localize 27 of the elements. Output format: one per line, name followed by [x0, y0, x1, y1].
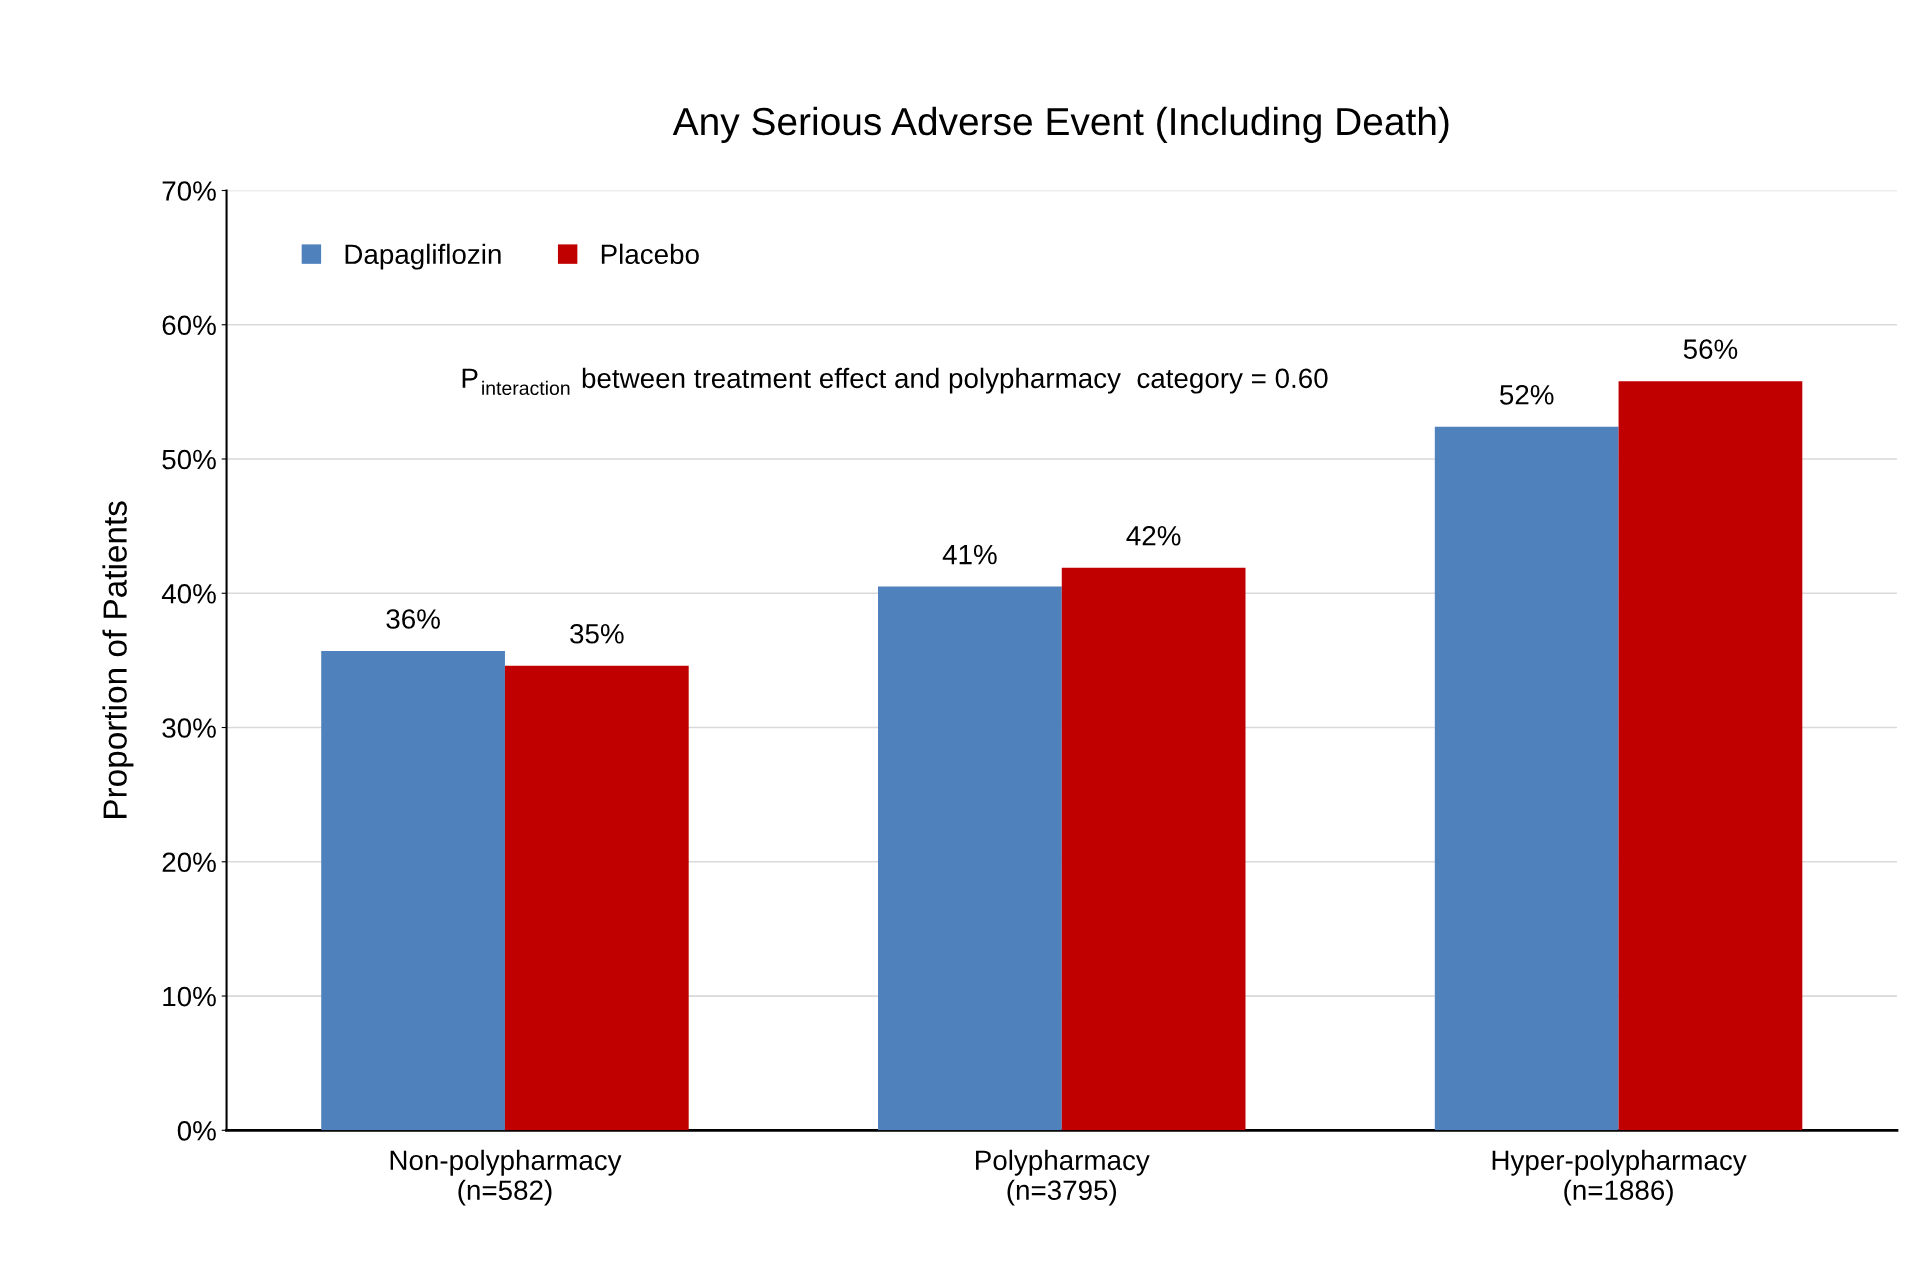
y-tick-label: 50%	[162, 449, 216, 470]
data-label: 56%	[1683, 339, 1738, 359]
data-label: 41%	[942, 544, 997, 565]
y-tick-label: 40%	[161, 583, 216, 604]
bar	[321, 651, 505, 1131]
bar	[878, 586, 1062, 1131]
bar	[1061, 567, 1246, 1131]
y-tick-label: 0%	[177, 1120, 216, 1141]
bar	[504, 665, 689, 1131]
legend-label: Placebo	[601, 243, 699, 265]
x-tick-label: Polypharmacy (n=3795)	[976, 1149, 1150, 1206]
data-label: 35%	[570, 623, 624, 644]
bar	[1434, 426, 1619, 1131]
data-label: 42%	[1126, 525, 1181, 546]
bar	[1618, 381, 1803, 1131]
x-tick-label: Hyper-polypharmacy (n=1886)	[1492, 1149, 1747, 1206]
y-axis-title: Proportion of Patients	[102, 501, 134, 818]
y-tick-label: 30%	[162, 718, 216, 738]
data-label: 52%	[1500, 384, 1554, 405]
chart-title: Any Serious Adverse Event (Including Death)	[672, 106, 1449, 144]
y-tick-label: 10%	[163, 986, 216, 1007]
y-tick-label: 60%	[162, 315, 216, 336]
data-label: 36%	[386, 609, 440, 629]
y-tick-label: 20%	[162, 852, 216, 873]
legend-label: Dapagliflozin	[345, 243, 501, 270]
x-tick-label: Non-polypharmacy (n=582)	[390, 1149, 622, 1206]
y-tick-label: 70%	[162, 181, 216, 201]
